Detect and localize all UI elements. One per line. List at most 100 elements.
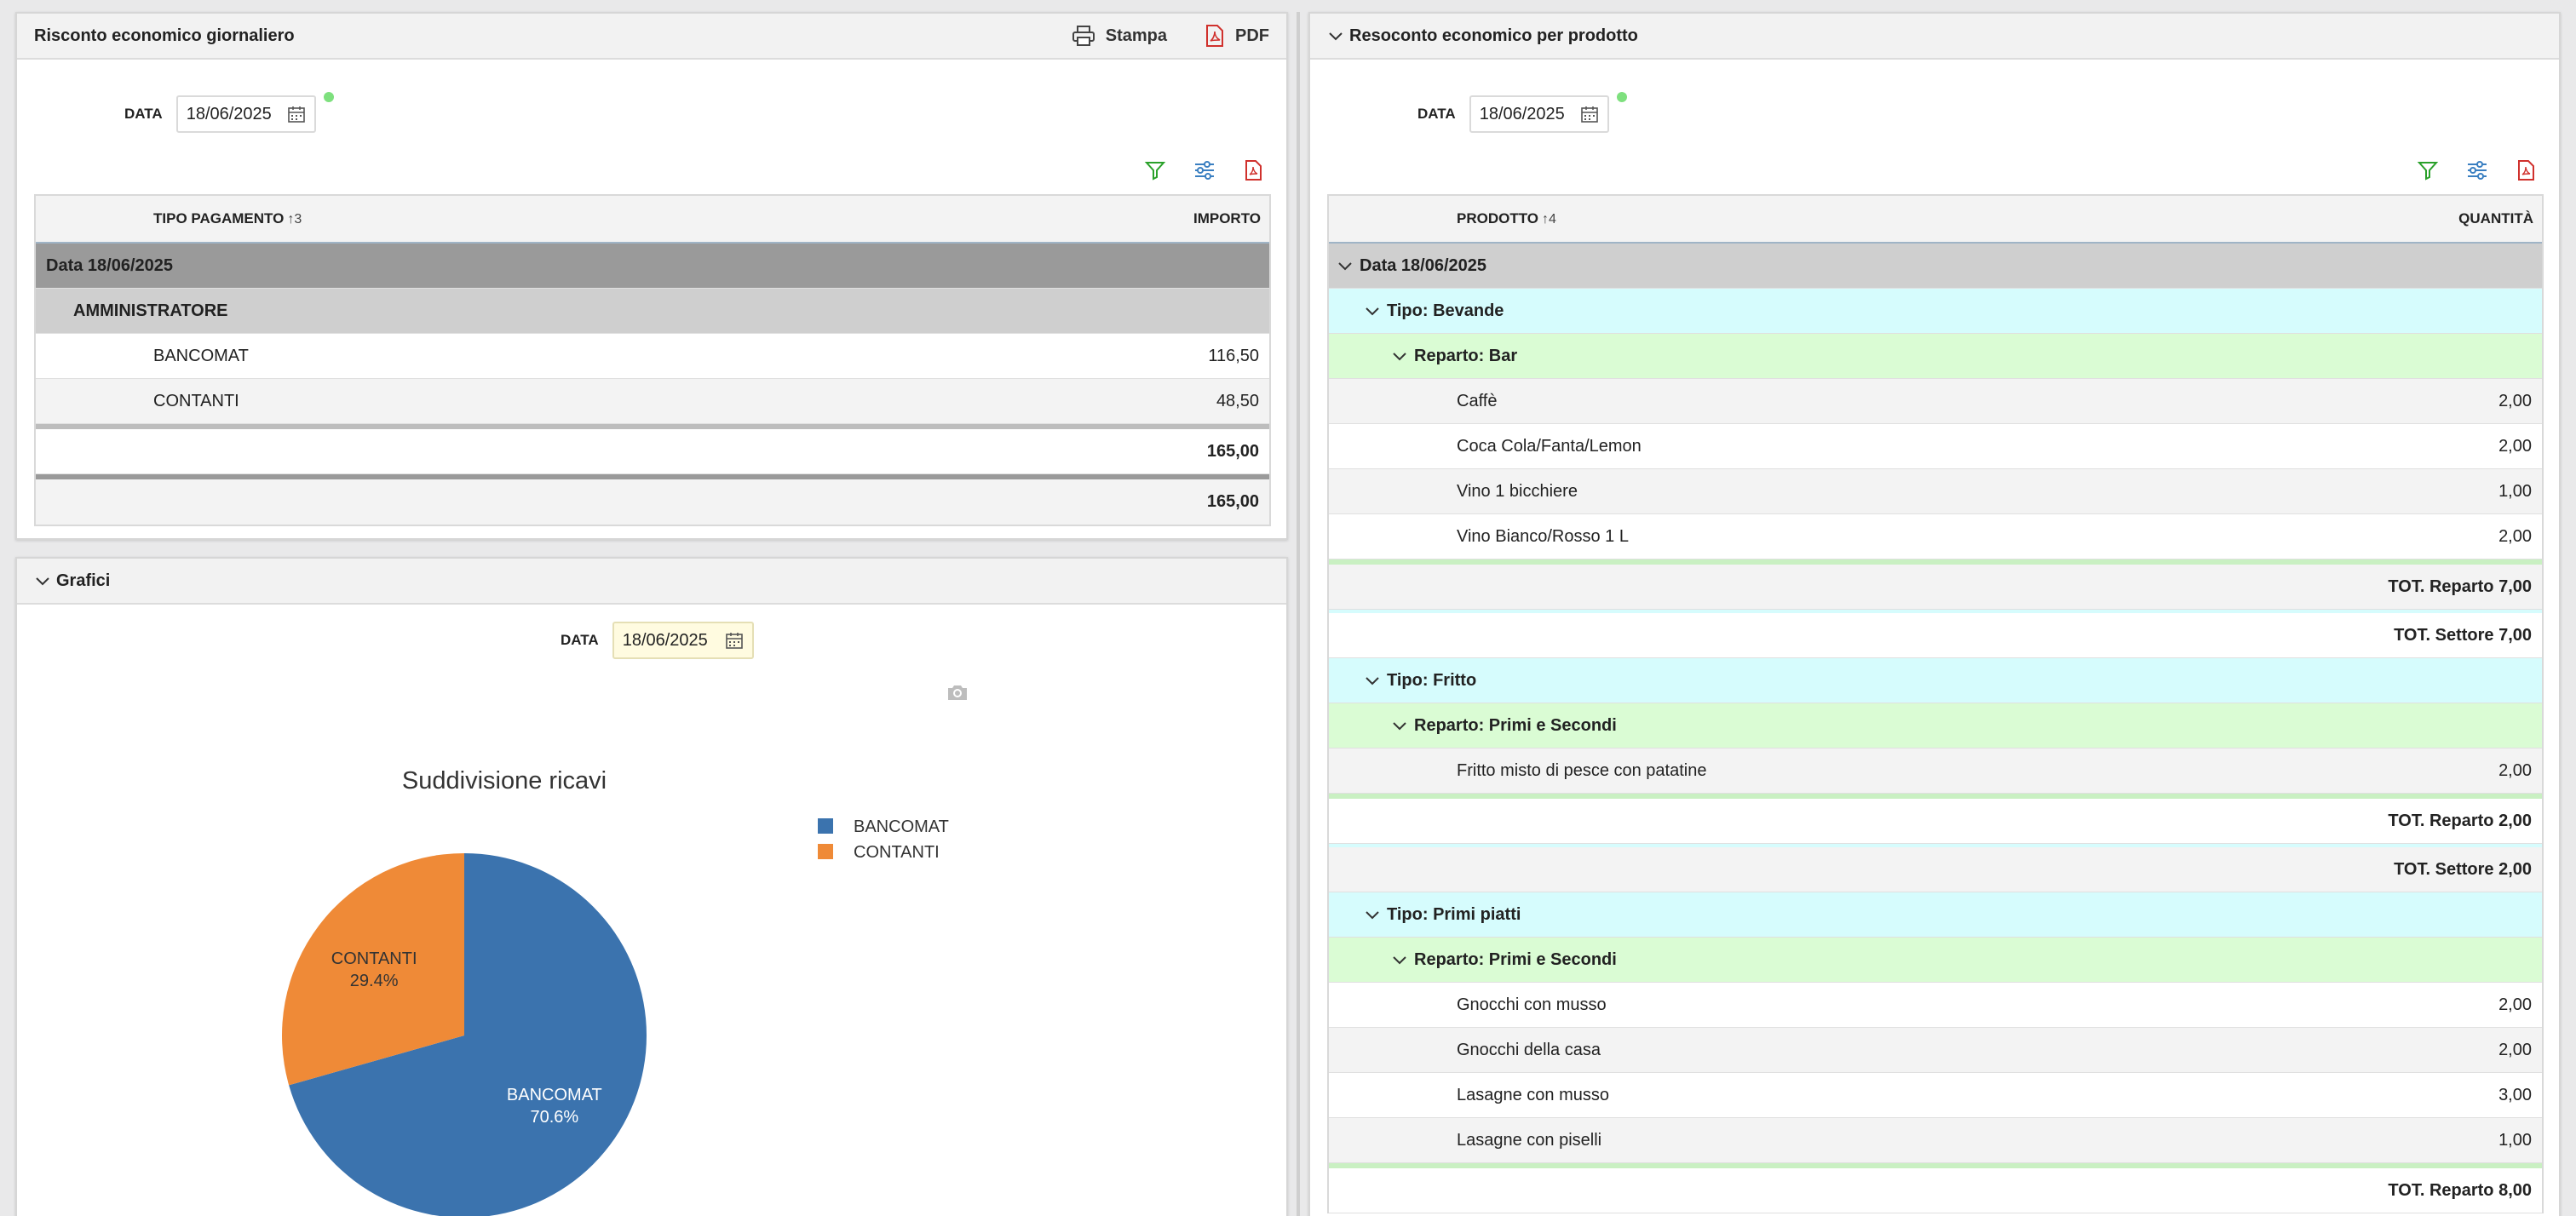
filter-icon [1144, 162, 1166, 181]
panel-divider[interactable] [1297, 12, 1300, 1216]
table-row[interactable]: BANCOMAT 116,50 [36, 334, 1269, 379]
camera-icon[interactable] [946, 683, 969, 707]
date-input[interactable]: 18/06/2025 [175, 95, 316, 133]
table-row[interactable]: Gnocchi con musso 2,00 [1329, 983, 2542, 1028]
sort-indicator: ↑4 [1542, 212, 1556, 227]
col-product-label: PRODOTTO [1457, 210, 1539, 227]
group-row-date[interactable]: Data 18/06/2025 [1329, 244, 2542, 289]
row-separator [36, 474, 1269, 479]
legend-swatch[interactable] [818, 818, 833, 834]
row-separator [36, 424, 1269, 429]
slice-percent: 29.4% [350, 972, 399, 990]
group-row-type[interactable]: Tipo: Bevande [1329, 289, 2542, 334]
product-qty: 2,00 [2498, 1040, 2532, 1059]
chart-date-input[interactable]: 18/06/2025 [612, 622, 754, 659]
charts-panel: Grafici DATA 18/06/2025 Suddivisione ric… [15, 557, 1288, 1216]
department-label: Reparto: Bar [1414, 346, 1518, 365]
charts-title: Grafici [56, 571, 111, 590]
calendar-icon [1580, 106, 1598, 123]
subtotal-row: 165,00 [36, 429, 1269, 474]
legend-label[interactable]: BANCOMAT [854, 817, 949, 836]
table-row[interactable]: Lasagne con musso 3,00 [1329, 1073, 2542, 1118]
table-row[interactable]: CONTANTI 48,50 [36, 379, 1269, 424]
product-date-label: DATA [1417, 106, 1456, 122]
payment-grid-header: TIPO PAGAMENTO ↑3 IMPORTO [36, 196, 1269, 244]
subtotal-value: 165,00 [1206, 441, 1259, 461]
table-row[interactable]: Vino Bianco/Rosso 1 L 2,00 [1329, 514, 2542, 559]
row-separator [1329, 794, 2542, 799]
col-header-quantity[interactable]: QUANTITÀ [2458, 210, 2533, 227]
group-row-date[interactable]: Data 18/06/2025 [36, 244, 1269, 289]
legend-label[interactable]: CONTANTI [854, 843, 940, 862]
group-row-type[interactable]: Tipo: Primi piatti [1329, 892, 2542, 938]
calendar-icon [287, 106, 305, 123]
product-report-panel: Resoconto economico per prodotto DATA 18… [1308, 12, 2561, 1216]
group-row-department[interactable]: Reparto: Primi e Secondi [1329, 703, 2542, 749]
print-button[interactable]: Stampa [1072, 25, 1167, 47]
pdf-icon [1206, 25, 1223, 47]
col-header-payment[interactable]: TIPO PAGAMENTO ↑3 [153, 210, 302, 227]
payment-type: CONTANTI [153, 391, 239, 410]
group-user-label: AMMINISTRATORE [73, 301, 228, 320]
pie-slice-bancomat[interactable] [289, 853, 647, 1216]
sliders-icon [2468, 161, 2487, 180]
department-total-row: TOT. Reparto 8,00 [1329, 1168, 2542, 1213]
file-pdf-icon [2518, 160, 2534, 181]
table-row[interactable]: Vino 1 bicchiere 1,00 [1329, 469, 2542, 514]
export-pdf-button[interactable] [1242, 158, 1266, 182]
status-dot [324, 92, 334, 102]
product-name: Lasagne con musso [1457, 1085, 1610, 1104]
group-row-department[interactable]: Reparto: Bar [1329, 334, 2542, 379]
group-row-type[interactable]: Tipo: Fritto [1329, 658, 2542, 703]
col-payment-label: TIPO PAGAMENTO [153, 210, 285, 227]
filter-button[interactable] [2416, 158, 2440, 182]
export-pdf-button[interactable] [2515, 158, 2539, 182]
chevron-down-icon [1365, 907, 1380, 922]
group-row-user[interactable]: AMMINISTRATORE [36, 289, 1269, 334]
col-header-amount[interactable]: IMPORTO [1193, 210, 1261, 227]
filter-button[interactable] [1143, 158, 1167, 182]
payment-amount: 116,50 [1208, 346, 1259, 365]
product-report-header[interactable]: Resoconto economico per prodotto [1310, 14, 2559, 60]
table-row[interactable]: Gnocchi della casa 2,00 [1329, 1028, 2542, 1073]
department-total: TOT. Reparto 7,00 [2388, 576, 2532, 596]
row-separator [1329, 844, 2542, 847]
slice-label: CONTANTI [331, 949, 417, 968]
department-total: TOT. Reparto 8,00 [2388, 1180, 2532, 1200]
table-row[interactable]: Caffè 2,00 [1329, 379, 2542, 424]
table-row[interactable]: Lasagne con piselli 1,00 [1329, 1118, 2542, 1163]
col-header-product[interactable]: PRODOTTO ↑4 [1457, 210, 1556, 227]
table-row[interactable]: Coca Cola/Fanta/Lemon 2,00 [1329, 424, 2542, 469]
slice-percent: 70.6% [530, 1108, 578, 1127]
department-total: TOT. Reparto 2,00 [2388, 811, 2532, 830]
legend-swatch[interactable] [818, 844, 833, 859]
product-name: Caffè [1457, 391, 1498, 410]
group-row-department[interactable]: Reparto: Primi e Secondi [1329, 938, 2542, 983]
total-row: 165,00 [36, 479, 1269, 525]
daily-report-header: Risconto economico giornaliero Stampa PD… [17, 14, 1286, 60]
product-grid: PRODOTTO ↑4 QUANTITÀ Data 18/06/2025 Tipo… [1327, 194, 2544, 1213]
charts-header[interactable]: Grafici [17, 559, 1286, 605]
product-qty: 2,00 [2498, 995, 2532, 1014]
row-separator [1329, 1163, 2542, 1168]
grid-toolbar [1143, 158, 1266, 182]
product-name: Lasagne con piselli [1457, 1130, 1602, 1150]
settings-button[interactable] [1193, 158, 1216, 182]
chevron-down-icon [1365, 673, 1380, 688]
chevron-down-icon [1392, 348, 1407, 364]
daily-report-panel: Risconto economico giornaliero Stampa PD… [15, 12, 1288, 540]
filter-icon [2417, 162, 2439, 181]
payment-grid: TIPO PAGAMENTO ↑3 IMPORTO Data 18/06/2025… [34, 194, 1271, 526]
table-row[interactable]: Fritto misto di pesce con patatine 2,00 [1329, 749, 2542, 794]
sort-indicator: ↑3 [287, 212, 302, 227]
department-total-row: TOT. Reparto 7,00 [1329, 565, 2542, 610]
pdf-label: PDF [1235, 26, 1269, 45]
pie-slice-contanti[interactable] [282, 853, 464, 1086]
product-date-row: DATA 18/06/2025 [1417, 95, 1609, 133]
chevron-down-icon [1337, 258, 1353, 273]
product-qty: 2,00 [2498, 760, 2532, 780]
settings-button[interactable] [2465, 158, 2489, 182]
product-qty: 3,00 [2498, 1085, 2532, 1104]
pdf-button[interactable]: PDF [1205, 24, 1269, 48]
product-date-input[interactable]: 18/06/2025 [1469, 95, 1609, 133]
